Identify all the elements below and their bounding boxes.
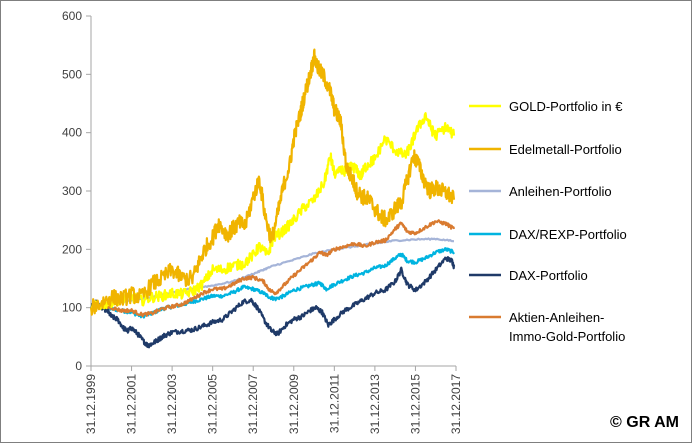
- legend-label: DAX/REXP-Portfolio: [509, 227, 627, 242]
- y-tick-label: 300: [62, 184, 82, 198]
- x-tick-label: 31.12.2007: [246, 374, 260, 434]
- series-line-4: [90, 256, 456, 349]
- x-tick-label: 31.12.2015: [408, 374, 422, 434]
- legend-label: Anleihen-Portfolio: [509, 184, 612, 199]
- legend-label: Immo-Gold-Portfolio: [509, 329, 625, 344]
- series-layer: [90, 48, 456, 349]
- y-tick-label: 100: [62, 301, 82, 315]
- x-tick-label: 31.12.2011: [327, 374, 341, 433]
- legend-label: DAX-Portfolio: [509, 268, 588, 283]
- y-tick-label: 400: [62, 126, 82, 140]
- chart-axes: 0 100 200 300 400 500 600 31.12.1999 31.12.2001 3…: [62, 9, 463, 434]
- series-line-1: [90, 48, 456, 316]
- x-tick-label: 31.12.2017: [449, 374, 463, 434]
- y-tick-label: 600: [62, 9, 82, 23]
- x-tick-label: 31.12.2005: [206, 374, 220, 434]
- x-tick-label: 31.12.1999: [84, 374, 98, 434]
- x-tick-label: 31.12.2001: [125, 374, 139, 434]
- y-tick-label: 500: [62, 67, 82, 81]
- series-line-5: [90, 219, 456, 318]
- copyright-label: © GR AM: [610, 414, 679, 431]
- legend-label: Aktien-Anleihen-: [509, 310, 604, 325]
- legend-label: GOLD-Portfolio in €: [509, 99, 623, 114]
- x-tick-label: 31.12.2009: [287, 374, 301, 434]
- chart-legend: GOLD-Portfolio in € Edelmetall-Portfolio A…: [469, 99, 627, 344]
- x-tick-label: 31.12.2013: [368, 374, 382, 434]
- y-tick-label: 0: [75, 359, 82, 373]
- series-line-0: [90, 112, 456, 313]
- legend-label: Edelmetall-Portfolio: [509, 142, 622, 157]
- x-tick-label: 31.12.2003: [165, 374, 179, 434]
- y-tick-label: 200: [62, 242, 82, 256]
- series-line-3: [90, 247, 455, 319]
